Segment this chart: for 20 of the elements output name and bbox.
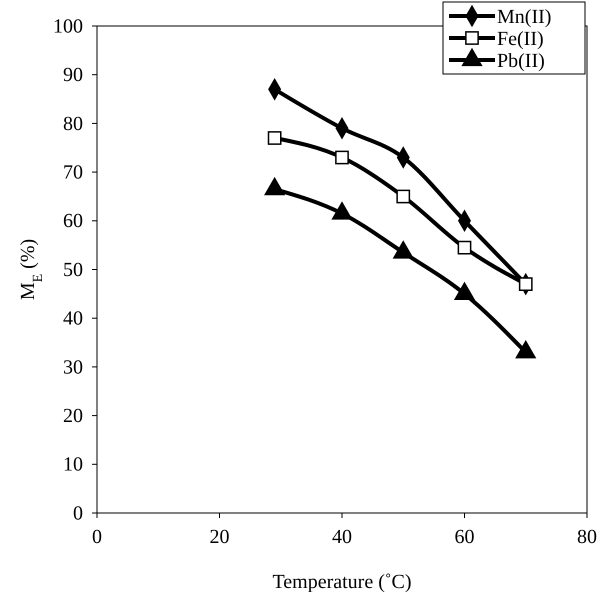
x-tick-label: 80 bbox=[577, 526, 597, 548]
y-tick-label: 60 bbox=[63, 210, 83, 232]
legend-label: Mn(II) bbox=[497, 6, 552, 28]
x-tick-label: 20 bbox=[210, 526, 230, 548]
x-tick-label: 40 bbox=[332, 526, 352, 548]
x-axis-title: Temperature (˚C) bbox=[272, 571, 412, 592]
y-tick-label: 70 bbox=[63, 162, 83, 184]
x-tick-label: 60 bbox=[454, 526, 474, 548]
y-tick-label: 100 bbox=[53, 15, 83, 38]
legend-label: Pb(II) bbox=[497, 50, 545, 72]
y-tick-label: 90 bbox=[63, 64, 83, 86]
y-tick-label: 80 bbox=[63, 112, 83, 135]
x-tick-label: 0 bbox=[92, 526, 102, 548]
legend-label: Fe(II) bbox=[497, 28, 544, 50]
y-tick-label: 10 bbox=[63, 454, 83, 476]
y-tick-label: 30 bbox=[63, 356, 83, 378]
y-tick-label: 0 bbox=[73, 502, 83, 524]
y-tick-label: 40 bbox=[63, 308, 83, 330]
y-tick-label: 50 bbox=[63, 258, 83, 281]
y-tick-label: 20 bbox=[63, 405, 83, 427]
